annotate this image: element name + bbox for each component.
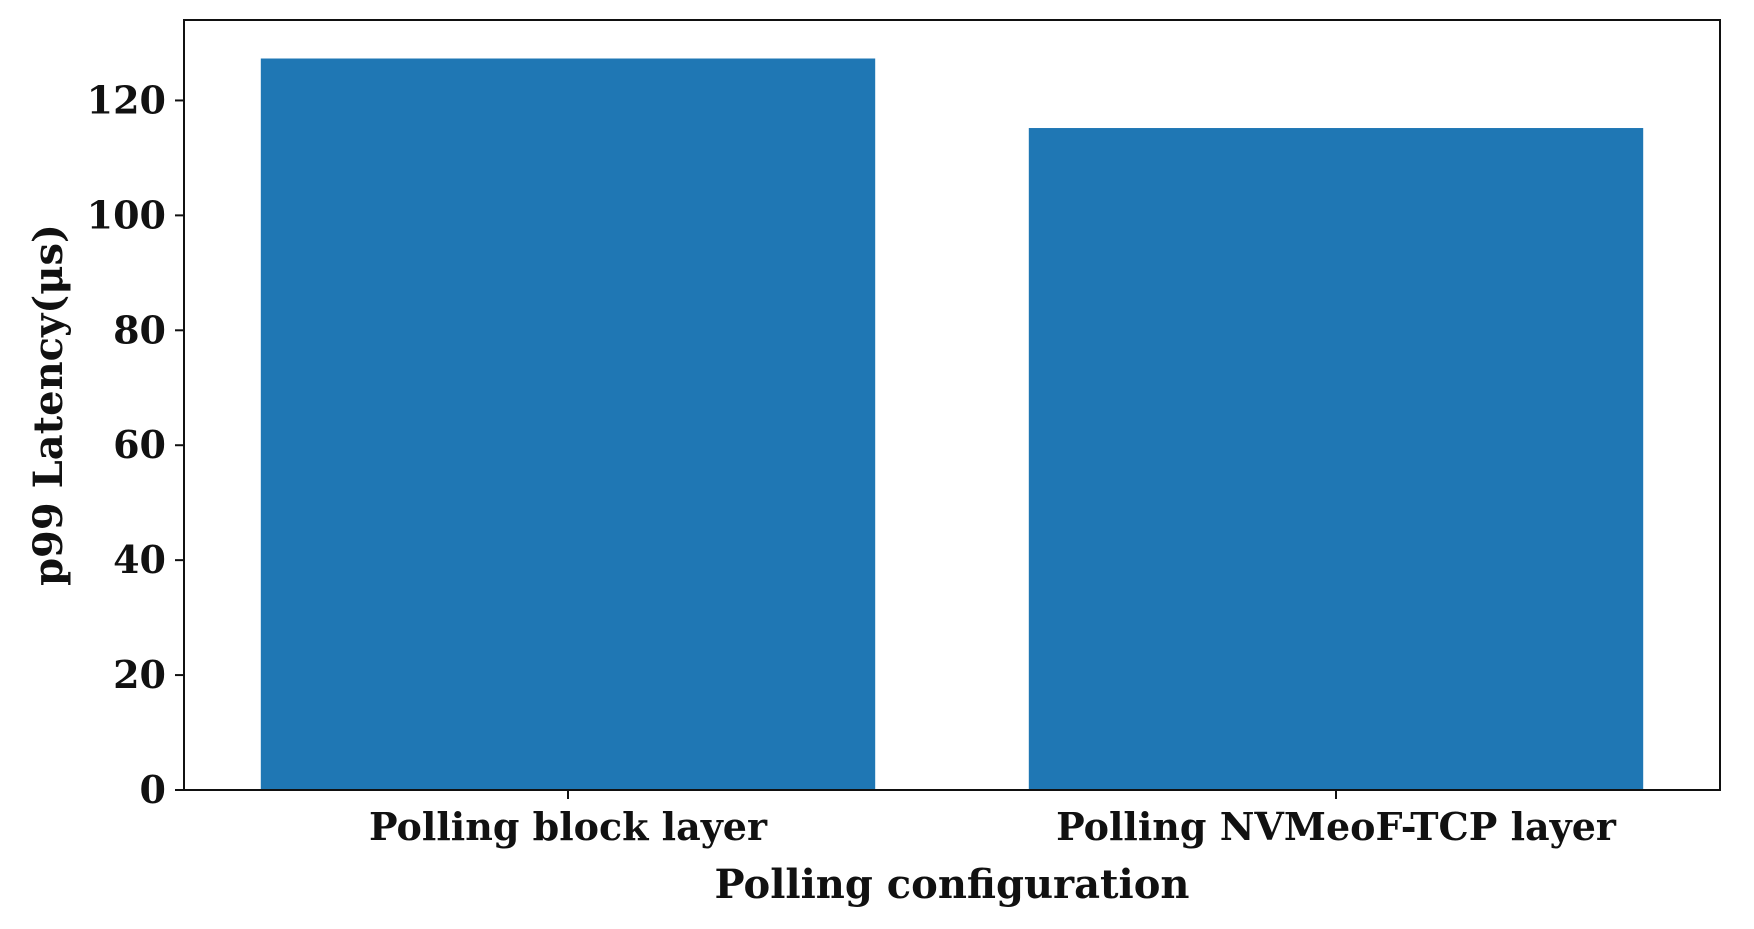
x-axis: Polling block layer Polling NVMeoF-TCP la… bbox=[369, 790, 1617, 849]
y-tick-label: 120 bbox=[87, 77, 166, 122]
bar bbox=[260, 58, 876, 790]
y-tick-label: 60 bbox=[113, 422, 166, 467]
y-tick-label: 80 bbox=[113, 307, 166, 352]
x-tick-label: Polling block layer bbox=[369, 804, 768, 849]
plot-frame bbox=[183, 19, 1721, 791]
bar bbox=[1028, 128, 1644, 790]
y-tick-label: 20 bbox=[113, 652, 166, 697]
x-axis-title: Polling configuration bbox=[715, 861, 1190, 908]
y-axis: 0 20 40 60 80 100 120 bbox=[87, 77, 184, 812]
y-tick-label: 100 bbox=[87, 192, 166, 237]
y-axis-title: p99 Latency(μs) bbox=[25, 224, 72, 586]
x-tick-label: Polling NVMeoF-TCP layer bbox=[1056, 804, 1617, 849]
y-tick-label: 0 bbox=[140, 767, 166, 812]
y-tick-label: 40 bbox=[113, 537, 166, 582]
bars-layer bbox=[260, 58, 1644, 790]
